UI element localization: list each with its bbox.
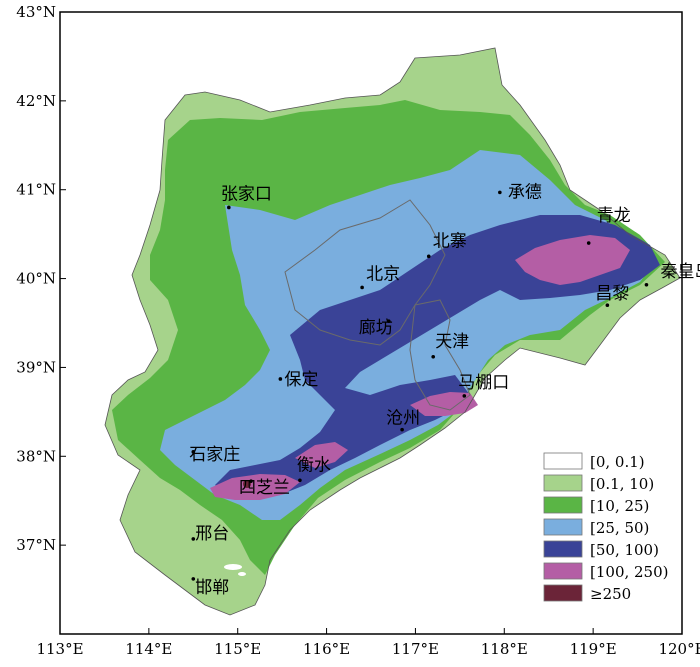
legend: [0, 0.1) [0.1, 10) [10, 25) [25, 50) [50, 10… — [543, 452, 669, 603]
x-tick-label: 116°E — [303, 640, 350, 658]
legend-label-5: [100, 250) — [590, 563, 669, 581]
city-label-cangzhou: 沧州 — [386, 409, 420, 429]
city-label-sizhilan: 四芝兰 — [239, 478, 290, 498]
legend-swatch-0 — [543, 452, 583, 470]
x-tick-label: 114°E — [125, 640, 172, 658]
y-tick-label: 37°N — [16, 536, 56, 554]
legend-swatch-1 — [543, 474, 583, 492]
x-tick-label: 119°E — [570, 640, 617, 658]
city-label-changli: 昌黎 — [595, 284, 629, 304]
x-tick-label: 115°E — [214, 640, 261, 658]
region-100-to-250-hengshui — [295, 442, 348, 468]
city-label-langfang: 廊坊 — [359, 318, 393, 338]
region-100-to-250-north — [515, 235, 630, 285]
city-label-tianjin: 天津 — [435, 332, 469, 352]
city-dot-handan — [191, 577, 196, 581]
y-tick-label: 40°N — [16, 270, 56, 288]
region-50-to-100 — [215, 215, 660, 500]
x-tick-label: 113°E — [36, 640, 83, 658]
y-tick-label: 43°N — [16, 3, 56, 21]
beijing-border — [284, 199, 446, 346]
legend-swatch-2 — [543, 496, 583, 514]
region-0-to-0-1-b — [238, 572, 246, 576]
city-label-hengshui: 衡水 — [297, 455, 331, 475]
y-tick-label: 41°N — [16, 181, 56, 199]
city-label-beizhai: 北寨 — [433, 231, 467, 251]
city-label-baoding: 保定 — [284, 370, 318, 390]
city-label-beijing: 北京 — [366, 264, 400, 284]
region-0-to-0-1-a — [224, 564, 242, 570]
legend-label-3: [25, 50) — [590, 519, 649, 537]
city-dot-mapengkou — [462, 394, 467, 398]
precipitation-regions — [105, 48, 680, 615]
region-over-250 — [243, 480, 251, 488]
legend-swatch-5 — [543, 562, 583, 580]
city-label-zhangjiakou: 张家口 — [221, 184, 272, 204]
city-dot-cangzhou — [400, 427, 404, 432]
region-100-to-250-sizhilan — [210, 474, 300, 500]
region-outline — [104, 47, 681, 616]
city-label-chengde: 承德 — [508, 182, 542, 202]
axis-ticks: 113°E 114°E 115°E 116°E 117°E 118°E 119°E 120°E… — [16, 3, 700, 658]
y-tick-label: 42°N — [16, 92, 56, 110]
legend-swatch-6 — [543, 584, 583, 602]
city-dot-chengde — [498, 190, 502, 195]
city-dot-baoding — [278, 377, 283, 381]
region-100-to-250-coast — [410, 392, 478, 416]
city-dot-langfang — [386, 319, 391, 324]
legend-label-6: ≥250 — [590, 585, 631, 603]
city-label-mapengkou: 马棚口 — [458, 373, 509, 393]
city-label-shijiazhuang: 石家庄 — [189, 445, 240, 465]
city-dot-hengshui — [298, 478, 302, 483]
legend-label-0: [0, 0.1) — [590, 453, 645, 471]
city-dot-zhangjiakou — [227, 205, 231, 210]
legend-swatch-4 — [543, 540, 583, 558]
city-label-qinhuangdao: 秦皇岛 — [660, 262, 700, 282]
city-label-xingtai: 邢台 — [195, 524, 229, 544]
city-label-handan: 邯郸 — [195, 578, 229, 598]
legend-label-2: [10, 25) — [590, 497, 649, 515]
city-dot-qinhuangdao — [644, 282, 649, 287]
city-dot-tianjin — [431, 354, 436, 359]
city-dot-changli — [605, 303, 610, 308]
legend-label-4: [50, 100) — [590, 541, 659, 559]
city-dot-qinglong — [586, 241, 591, 245]
city-dot-sizhilan — [249, 479, 253, 483]
city-label-qinglong: 青龙 — [597, 206, 631, 226]
city-dot-beizhai — [426, 254, 431, 259]
legend-swatch-3 — [543, 518, 583, 536]
city-dot-shijiazhuang — [191, 450, 196, 454]
province-borders — [284, 199, 471, 411]
legend-label-1: [0.1, 10) — [590, 475, 654, 493]
y-tick-label: 39°N — [16, 358, 56, 376]
city-dot-xingtai — [191, 537, 196, 541]
map-frame-border — [59, 11, 683, 635]
x-tick-label: 120°E — [658, 640, 700, 658]
y-tick-label: 38°N — [16, 447, 56, 465]
x-tick-label: 118°E — [481, 640, 528, 658]
tianjin-border — [409, 299, 471, 411]
city-dot-beijing — [360, 285, 364, 290]
x-tick-label: 117°E — [392, 640, 439, 658]
